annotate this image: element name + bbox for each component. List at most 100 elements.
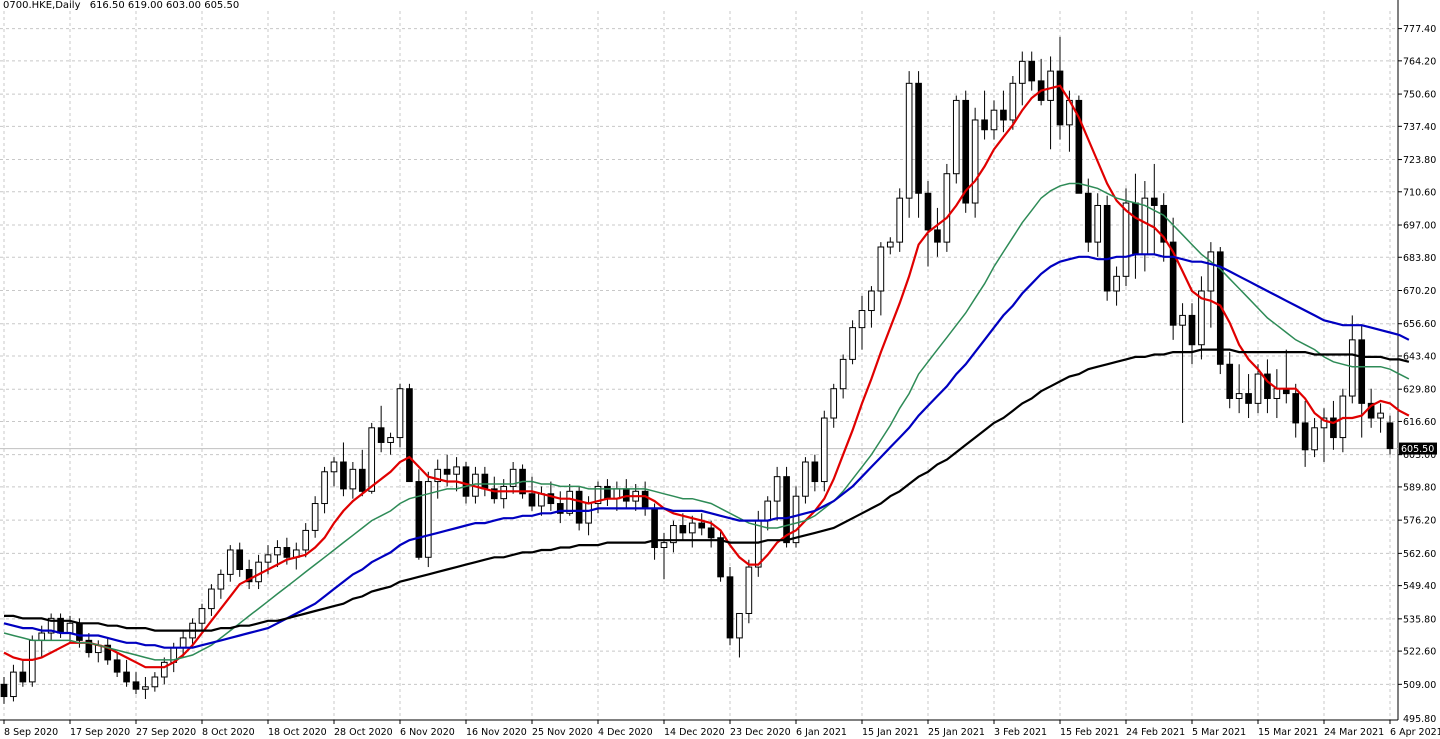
candle-body <box>868 290 875 312</box>
candle-body <box>1047 70 1054 101</box>
candle-body <box>85 639 93 654</box>
candle-body <box>1009 82 1017 121</box>
candle-body <box>1018 60 1026 84</box>
candle-body <box>962 99 970 204</box>
candle-body <box>802 461 809 497</box>
candle-body <box>509 468 517 487</box>
x-tick-label: 8 Oct 2020 <box>202 727 255 738</box>
candle-body <box>76 622 83 641</box>
x-tick-label: 25 Nov 2020 <box>532 727 593 738</box>
candle-body <box>415 481 423 558</box>
candle-body <box>811 461 819 483</box>
candle-body <box>1084 192 1092 243</box>
y-tick-label: 683.80 <box>1403 253 1436 264</box>
y-tick-label: 495.80 <box>1403 714 1436 725</box>
candle-body <box>396 388 404 439</box>
candle-body <box>1273 388 1281 399</box>
candle-body <box>481 473 489 490</box>
ohlc-label: 616.50 619.00 603.00 605.50 <box>89 0 240 11</box>
candle-body <box>1150 197 1158 206</box>
candle-body <box>142 686 149 690</box>
candle-body <box>1075 99 1083 194</box>
candle-body <box>830 388 838 419</box>
candle-body <box>1311 427 1318 451</box>
candle-body <box>858 310 866 329</box>
y-tick-label: 509.00 <box>1403 680 1436 691</box>
candle-body <box>707 527 715 539</box>
candle-body <box>726 576 734 639</box>
candle-body <box>28 639 36 683</box>
candle-body <box>688 522 696 534</box>
candle-body <box>19 671 27 683</box>
moving-average-line <box>4 348 1410 632</box>
candle-body <box>575 490 583 524</box>
x-tick-label: 3 Feb 2021 <box>994 727 1047 738</box>
x-tick-label: 24 Feb 2021 <box>1126 727 1185 738</box>
candle-body <box>66 622 74 634</box>
candle-body <box>943 173 951 243</box>
candle-body <box>1386 422 1394 450</box>
candle-body <box>934 229 941 243</box>
candle-body <box>434 468 442 483</box>
candle-body <box>1367 402 1375 419</box>
candle-body <box>1339 395 1347 439</box>
candle-body <box>311 503 319 531</box>
candle-body <box>132 681 140 690</box>
current-price-label: 605.50 <box>1401 444 1434 455</box>
candle-body <box>754 520 762 568</box>
x-tick-label: 6 Apr 2021 <box>1390 727 1440 738</box>
x-tick-label: 8 Sep 2020 <box>4 727 58 738</box>
candle-body <box>1330 417 1337 439</box>
candle-body <box>179 637 187 649</box>
chart-header: 0700.HKE,Daily 616.50 619.00 603.00 605.… <box>3 0 245 11</box>
candle-body <box>377 427 385 443</box>
candle-body <box>736 612 743 639</box>
candle-body <box>217 573 225 590</box>
moving-average-line <box>3 253 1410 649</box>
candle-body <box>952 99 960 175</box>
y-tick-label: 616.60 <box>1403 417 1436 428</box>
candle-body <box>1358 339 1366 404</box>
candle-body <box>321 471 328 505</box>
candle-body <box>1207 251 1215 292</box>
candle-body <box>255 561 262 583</box>
candle-body <box>330 461 338 473</box>
candle-body <box>1377 412 1384 419</box>
candle-body <box>358 468 366 492</box>
y-tick-label: 522.60 <box>1403 647 1436 658</box>
candle-body <box>387 437 394 443</box>
candle-body <box>462 466 470 497</box>
candle-body <box>1056 70 1064 126</box>
candle-body <box>556 503 564 514</box>
candle-body <box>0 683 8 698</box>
candle-body <box>585 503 592 524</box>
x-tick-label: 6 Nov 2020 <box>400 727 455 738</box>
x-tick-label: 24 Mar 2021 <box>1324 727 1384 738</box>
candle-body <box>820 417 828 483</box>
candle-body <box>670 525 677 544</box>
candle-body <box>1226 363 1234 399</box>
candle-body <box>236 549 244 571</box>
candle-body <box>547 493 555 505</box>
candle-body <box>877 246 885 292</box>
y-tick-label: 576.20 <box>1403 516 1436 527</box>
y-tick-label: 643.40 <box>1403 351 1436 362</box>
candle-body <box>368 427 376 492</box>
candle-body <box>500 485 508 500</box>
candle-body <box>160 661 168 678</box>
candle-body <box>1028 60 1036 82</box>
candle-body <box>792 495 800 544</box>
candle-body <box>1169 241 1177 326</box>
candle-body <box>340 461 347 490</box>
y-tick-label: 562.60 <box>1403 549 1436 560</box>
candle-body <box>1254 373 1262 404</box>
candle-body <box>151 676 159 688</box>
candle-body <box>971 119 979 204</box>
candle-body <box>349 468 357 490</box>
candle-body <box>1235 393 1243 399</box>
x-tick-label: 17 Sep 2020 <box>70 727 130 738</box>
x-tick-label: 14 Dec 2020 <box>664 727 725 738</box>
